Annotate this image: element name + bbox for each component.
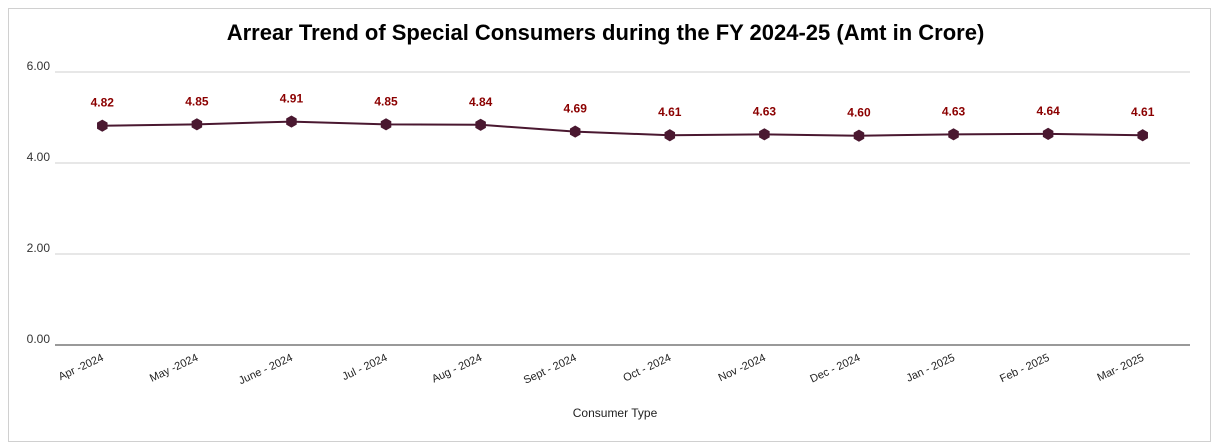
data-label: 4.61 bbox=[1131, 105, 1155, 119]
y-tick-label: 2.00 bbox=[27, 241, 51, 255]
data-point bbox=[853, 129, 865, 142]
chart-title: Arrear Trend of Special Consumers during… bbox=[226, 20, 985, 45]
data-point bbox=[664, 129, 676, 142]
data-label: 4.84 bbox=[469, 95, 493, 109]
x-tick-label: Jul - 2024 bbox=[340, 352, 389, 383]
data-label: 4.69 bbox=[564, 102, 588, 116]
data-label: 4.63 bbox=[942, 104, 966, 118]
x-tick-label: Nov -2024 bbox=[717, 352, 768, 384]
data-label: 4.60 bbox=[847, 106, 871, 120]
data-point bbox=[569, 125, 581, 138]
data-label: 4.63 bbox=[753, 104, 777, 118]
data-label: 4.82 bbox=[91, 96, 115, 110]
data-label: 4.64 bbox=[1036, 104, 1060, 118]
x-tick-label: Aug - 2024 bbox=[430, 352, 484, 386]
data-point bbox=[948, 128, 959, 141]
series-line bbox=[102, 120, 1143, 137]
x-tick-label: Mar- 2025 bbox=[1095, 352, 1146, 384]
data-label: 4.61 bbox=[658, 105, 682, 119]
y-tick-label: 6.00 bbox=[27, 59, 51, 73]
data-point bbox=[286, 115, 297, 128]
x-tick-label: June - 2024 bbox=[237, 352, 295, 387]
data-label: 4.91 bbox=[280, 92, 304, 106]
x-tick-label: May -2024 bbox=[148, 352, 200, 385]
data-point bbox=[1042, 127, 1054, 140]
x-axis-label: Consumer Type bbox=[573, 406, 658, 420]
x-tick-label: Apr -2024 bbox=[57, 352, 106, 383]
data-point bbox=[191, 118, 203, 131]
data-point bbox=[759, 128, 770, 141]
y-tick-label: 4.00 bbox=[27, 150, 51, 164]
chart-area bbox=[8, 8, 1211, 442]
x-tick-label: Feb - 2025 bbox=[998, 352, 1051, 385]
data-point bbox=[97, 119, 108, 132]
y-tick-label: 0.00 bbox=[27, 332, 51, 346]
data-label: 4.85 bbox=[185, 94, 209, 108]
x-tick-label: Sept - 2024 bbox=[522, 352, 579, 387]
data-label: 4.85 bbox=[374, 94, 398, 108]
data-point bbox=[475, 118, 486, 131]
data-point bbox=[1137, 129, 1148, 142]
x-tick-label: Dec - 2024 bbox=[808, 352, 862, 386]
x-tick-label: Oct - 2024 bbox=[621, 352, 673, 385]
x-tick-label: Jan - 2025 bbox=[905, 352, 957, 385]
data-point bbox=[380, 118, 392, 131]
